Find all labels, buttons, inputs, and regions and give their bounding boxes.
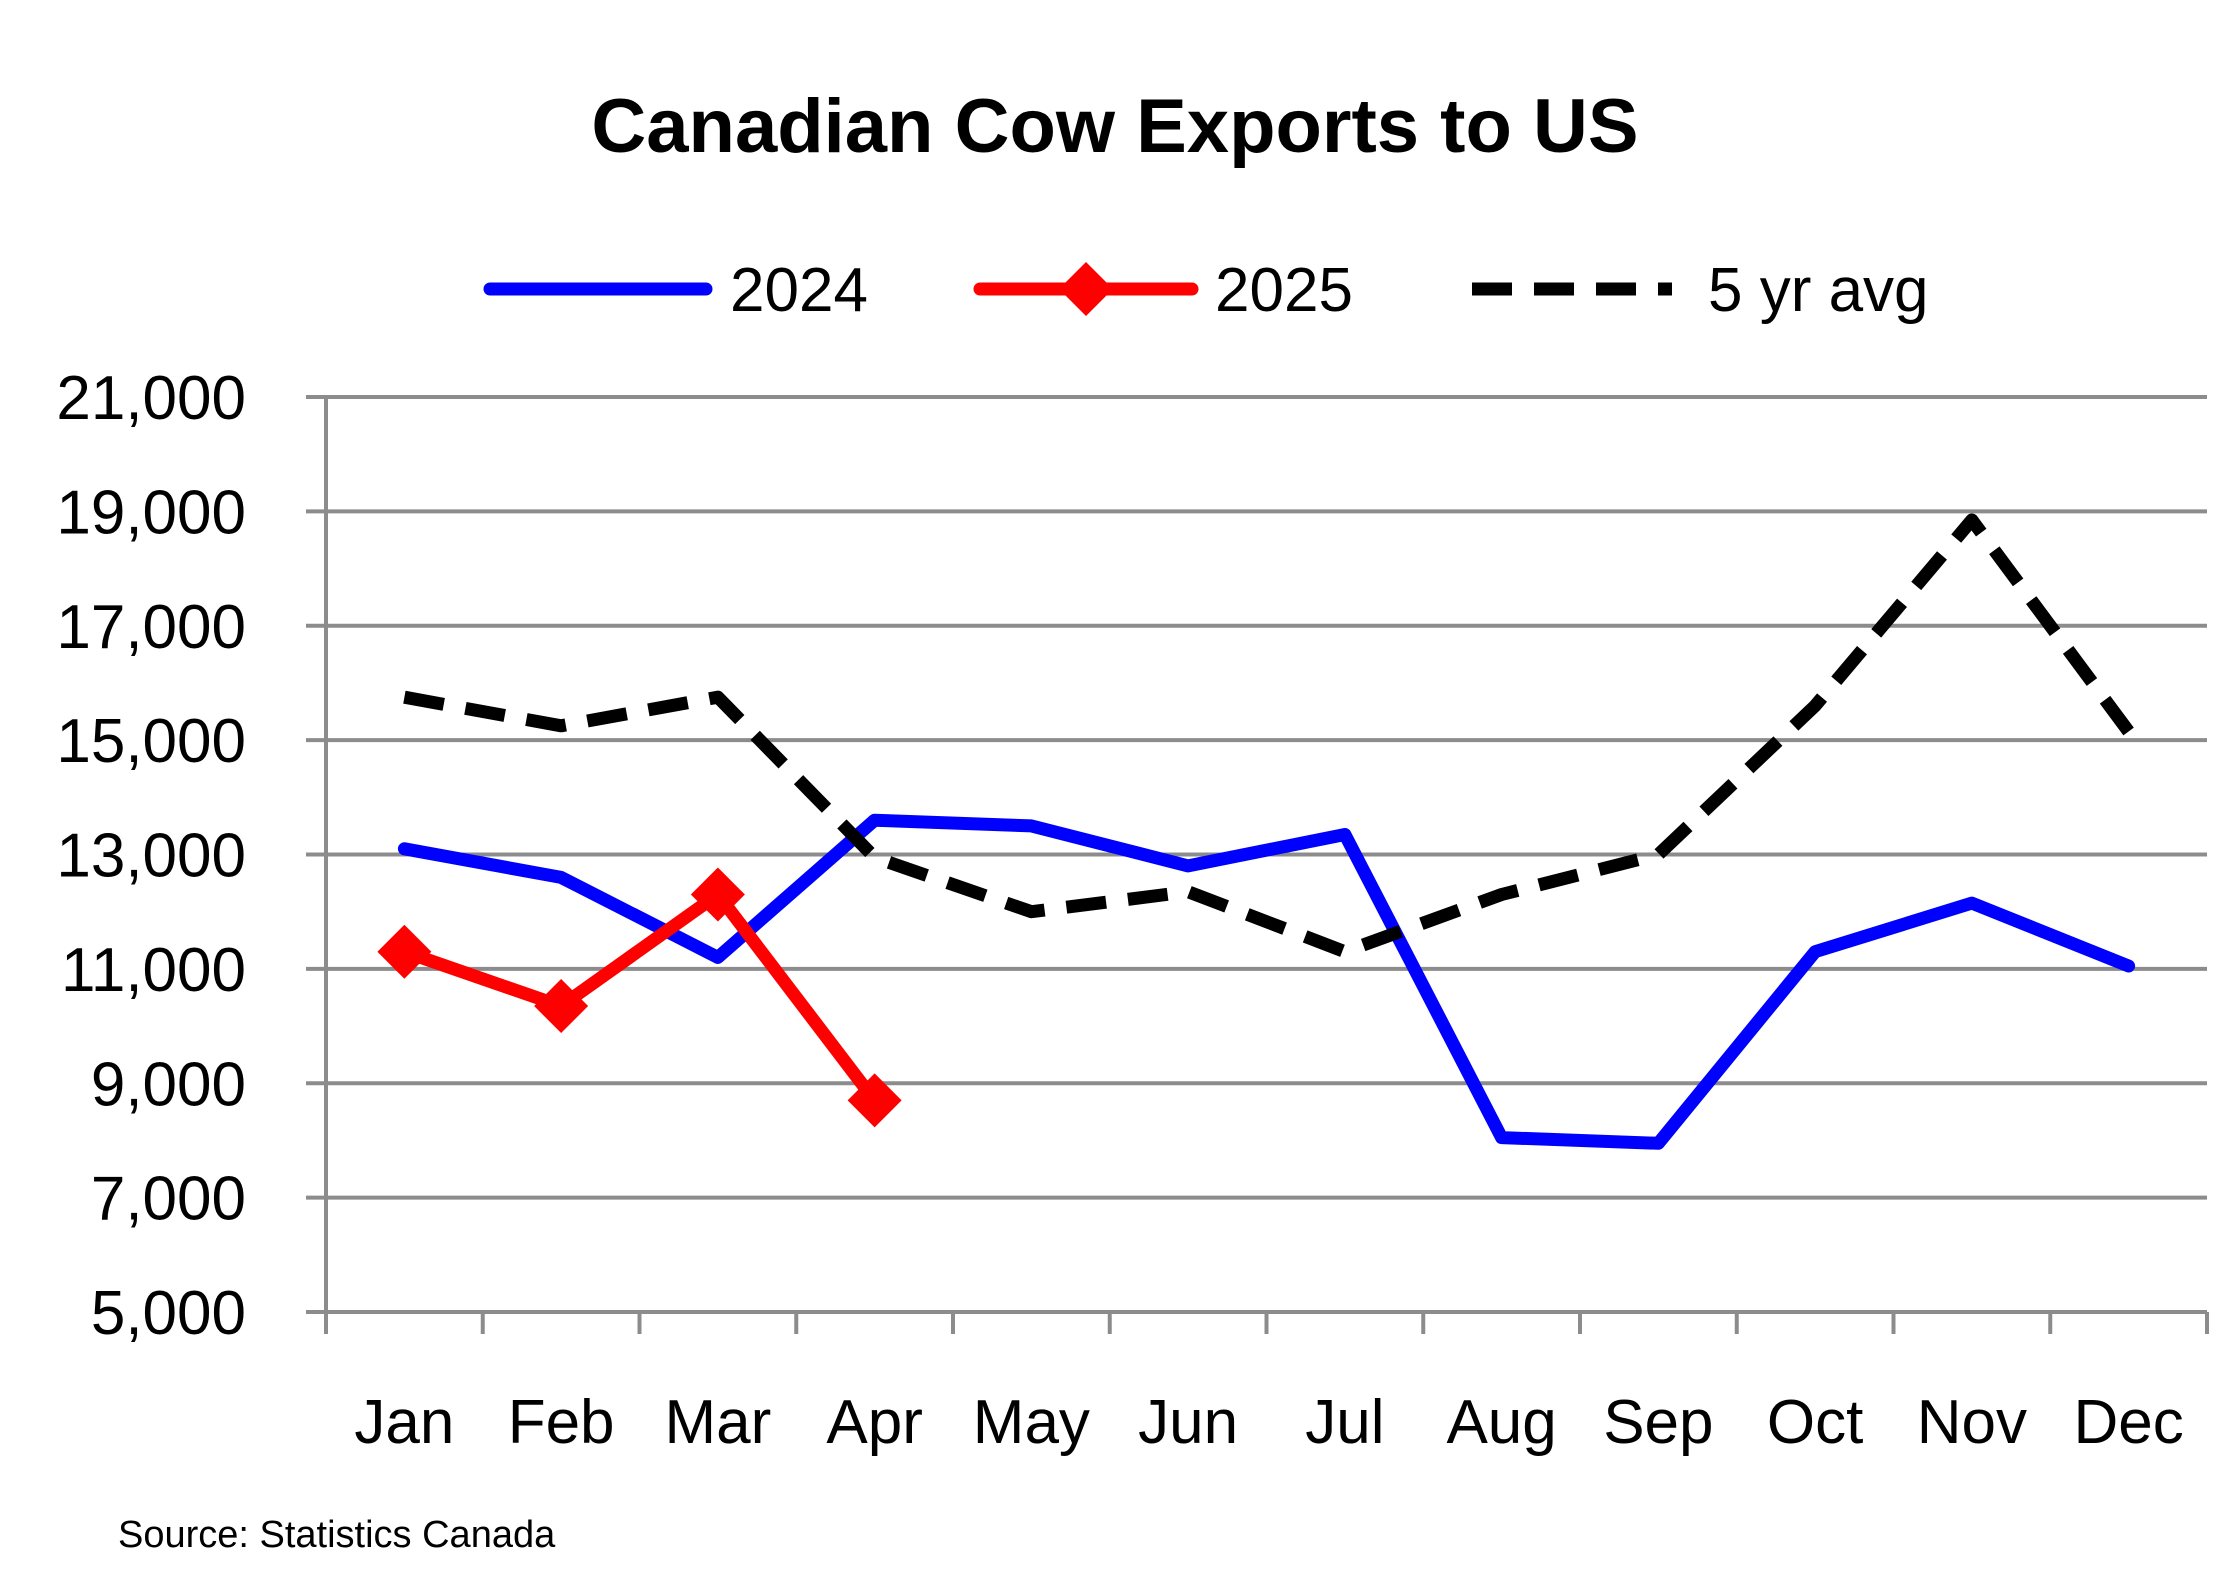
legend-label-2024: 2024 <box>730 256 868 325</box>
y-tick-label-6: 17,000 <box>56 593 246 662</box>
legend-label-5-yr-avg: 5 yr avg <box>1708 256 1929 325</box>
x-tick-label-nov: Nov <box>1917 1388 2027 1457</box>
x-axis-tick-labels: Jan Feb Mar Apr May Jun Jul Aug Sep Oct Nov Dec <box>354 1388 2183 1457</box>
chart-title: Canadian Cow Exports to US <box>591 84 1638 169</box>
y-tick-label-3: 11,000 <box>61 936 246 1005</box>
x-tick-label-apr: Apr <box>826 1388 922 1457</box>
axes <box>306 395 2209 1334</box>
y-tick-label-1: 7,000 <box>91 1165 246 1234</box>
legend-marker-2025 <box>1059 262 1113 316</box>
x-tick-label-feb: Feb <box>508 1388 615 1457</box>
source-note: Source: Statistics Canada <box>118 1514 556 1556</box>
x-tick-label-oct: Oct <box>1767 1388 1863 1457</box>
series-line-2024 <box>397 813 2136 1150</box>
point-2025-mar <box>690 867 745 922</box>
x-tick-label-sep: Sep <box>1603 1388 1713 1457</box>
legend: 2024 2025 5 yr avg <box>483 256 1929 325</box>
y-axis-tick-labels: 5,000 7,000 9,000 11,000 13,000 15,000 17,000 1… <box>56 364 246 1348</box>
series-line-2025 <box>397 888 882 1107</box>
series-2024 <box>397 813 2136 1150</box>
series-line-5-yr-avg <box>403 513 2134 959</box>
x-tick-label-mar: Mar <box>664 1388 771 1457</box>
x-tick-label-aug: Aug <box>1446 1388 1556 1457</box>
legend-label-2025: 2025 <box>1215 256 1353 325</box>
y-tick-label-4: 13,000 <box>56 822 246 891</box>
point-2025-feb <box>534 979 589 1034</box>
y-tick-label-0: 5,000 <box>91 1279 246 1348</box>
x-tick-label-jul: Jul <box>1305 1388 1384 1457</box>
point-2025-jan <box>377 924 432 979</box>
series-2025 <box>377 867 902 1128</box>
x-tick-label-jan: Jan <box>354 1388 454 1457</box>
series-5-yr-avg <box>403 513 2134 959</box>
legend-item-2024: 2024 <box>483 256 868 325</box>
y-tick-label-5: 15,000 <box>56 707 246 776</box>
x-tick-label-dec: Dec <box>2073 1388 2183 1457</box>
point-2025-apr <box>847 1073 902 1128</box>
y-tick-label-2: 9,000 <box>91 1050 246 1119</box>
gridlines <box>326 395 2207 1200</box>
x-tick-label-jun: Jun <box>1138 1388 1238 1457</box>
y-tick-label-8: 21,000 <box>56 364 246 433</box>
y-tick-label-7: 19,000 <box>56 478 246 547</box>
series-layer <box>377 513 2136 1150</box>
x-tick-label-may: May <box>973 1388 1090 1457</box>
legend-item-2025: 2025 <box>973 256 1353 325</box>
legend-item-5-yr-avg: 5 yr avg <box>1472 256 1929 325</box>
